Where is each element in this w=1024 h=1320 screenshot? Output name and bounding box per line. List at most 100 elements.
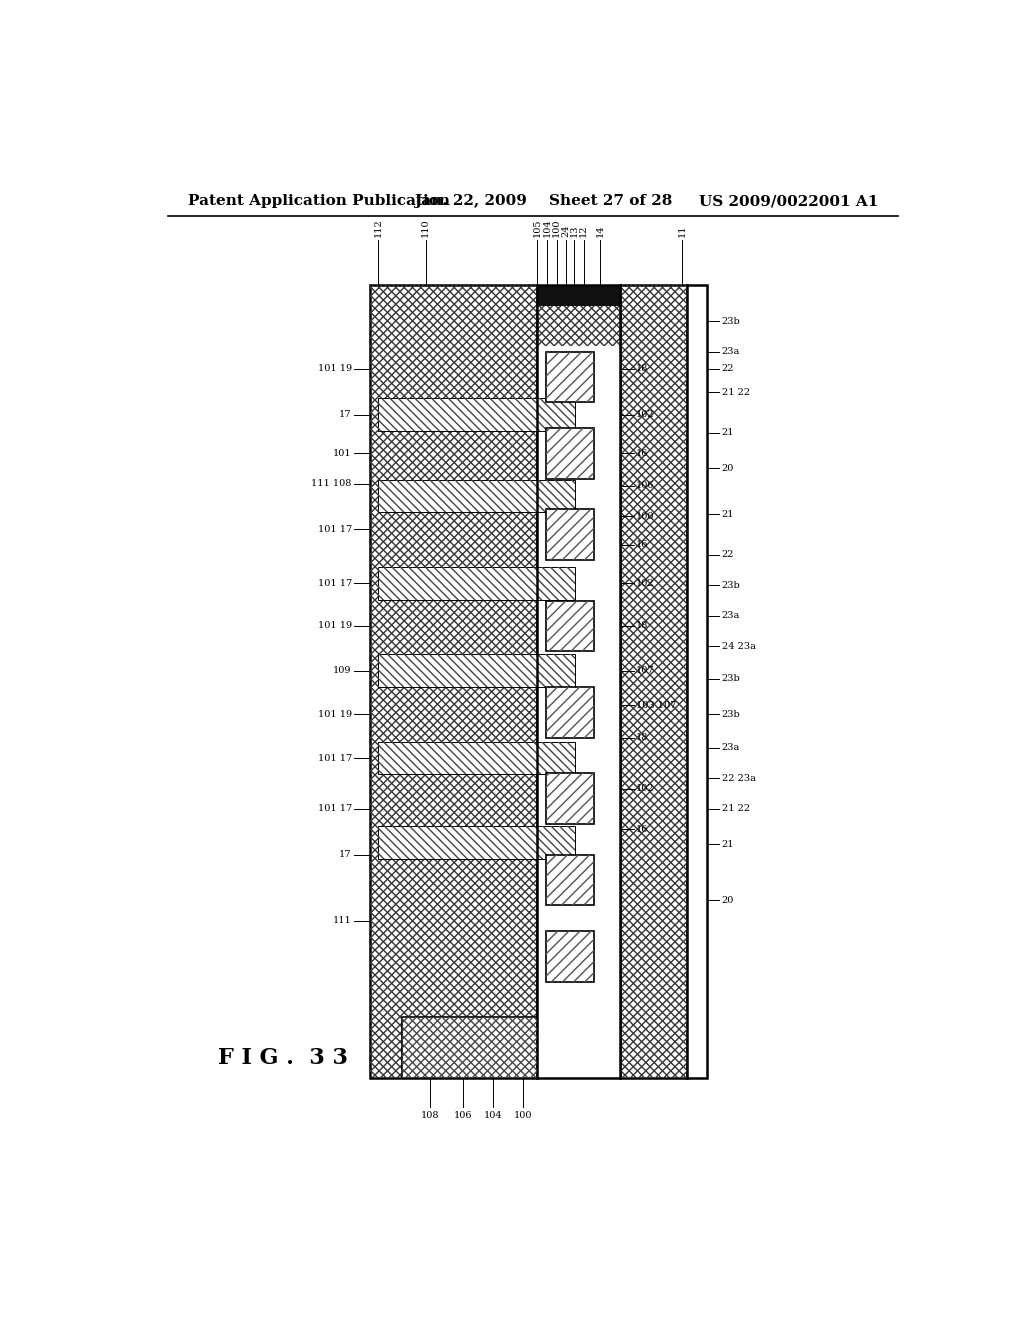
Text: 22: 22 <box>722 364 734 374</box>
Text: 111 108: 111 108 <box>311 479 352 488</box>
Text: 23a: 23a <box>722 743 740 752</box>
Text: Sheet 27 of 28: Sheet 27 of 28 <box>549 194 672 209</box>
Bar <box>378 479 574 512</box>
Text: 103 107: 103 107 <box>636 701 676 710</box>
Bar <box>378 399 574 430</box>
Text: 12: 12 <box>579 224 588 236</box>
Text: 101 17: 101 17 <box>317 525 352 533</box>
Bar <box>620 285 687 1078</box>
Text: 100: 100 <box>636 512 654 520</box>
Bar <box>378 568 574 599</box>
Bar <box>687 285 708 1078</box>
Text: 21 22: 21 22 <box>722 388 750 397</box>
Text: 18: 18 <box>636 364 648 374</box>
Text: 101 19: 101 19 <box>317 710 352 719</box>
Bar <box>620 285 687 1078</box>
Text: 21 22: 21 22 <box>722 804 750 813</box>
Bar <box>401 1018 537 1078</box>
Bar <box>546 854 594 906</box>
Bar <box>546 510 594 560</box>
Bar <box>546 774 594 824</box>
Text: 16: 16 <box>636 449 648 458</box>
Bar <box>378 479 574 512</box>
Bar <box>546 931 594 982</box>
Text: US 2009/0022001 A1: US 2009/0022001 A1 <box>699 194 879 209</box>
Bar <box>378 655 574 686</box>
Text: 21: 21 <box>722 510 734 519</box>
Bar <box>546 854 594 906</box>
Bar <box>537 285 620 1078</box>
Text: 23b: 23b <box>722 581 740 590</box>
Bar <box>537 285 620 1078</box>
Text: 18: 18 <box>636 733 648 742</box>
Text: 101: 101 <box>333 449 352 458</box>
Bar <box>370 285 537 1078</box>
Text: 105: 105 <box>534 218 542 236</box>
Text: 102: 102 <box>636 578 654 587</box>
Bar <box>537 285 620 306</box>
Text: 21: 21 <box>722 428 734 437</box>
Bar <box>546 686 594 738</box>
Text: 106: 106 <box>636 482 654 490</box>
Text: 18: 18 <box>636 622 648 631</box>
Text: 22 23a: 22 23a <box>722 774 756 783</box>
Bar <box>546 510 594 560</box>
Bar <box>378 655 574 686</box>
Text: 104: 104 <box>543 218 552 236</box>
Bar <box>378 826 574 859</box>
Text: 22: 22 <box>722 550 734 560</box>
Bar <box>378 742 574 775</box>
Text: 23b: 23b <box>722 675 740 684</box>
Text: 20: 20 <box>722 896 734 906</box>
Text: 101 17: 101 17 <box>317 578 352 587</box>
Text: 101 19: 101 19 <box>317 622 352 631</box>
Text: 101 19: 101 19 <box>317 364 352 374</box>
Bar <box>378 742 574 775</box>
Text: 107: 107 <box>636 667 654 675</box>
Text: 108: 108 <box>421 1110 439 1119</box>
Text: 21: 21 <box>722 840 734 849</box>
Text: 23a: 23a <box>722 611 740 620</box>
Bar <box>537 306 620 346</box>
Bar <box>378 826 574 859</box>
Bar <box>370 285 537 1078</box>
Bar <box>378 568 574 599</box>
Text: 101 17: 101 17 <box>317 754 352 763</box>
Text: 16: 16 <box>636 540 648 549</box>
Bar <box>546 428 594 479</box>
Text: 106: 106 <box>454 1110 472 1119</box>
Bar <box>401 1018 537 1078</box>
Text: F I G .  3 3: F I G . 3 3 <box>218 1047 348 1069</box>
Text: 101 17: 101 17 <box>317 804 352 813</box>
Bar <box>537 306 620 346</box>
Text: 102: 102 <box>636 784 654 793</box>
Text: 13: 13 <box>569 224 579 236</box>
Text: 24: 24 <box>561 224 570 236</box>
Text: 23b: 23b <box>722 710 740 719</box>
Text: 23b: 23b <box>722 317 740 326</box>
Text: 23a: 23a <box>722 347 740 356</box>
Text: 24 23a: 24 23a <box>722 642 756 651</box>
Text: 17: 17 <box>339 850 352 859</box>
Text: 104: 104 <box>483 1110 503 1119</box>
Text: Jan. 22, 2009: Jan. 22, 2009 <box>414 194 526 209</box>
Bar <box>546 686 594 738</box>
Text: 110: 110 <box>421 218 430 236</box>
Bar <box>378 399 574 430</box>
Text: 102: 102 <box>636 411 654 418</box>
Text: 20: 20 <box>722 463 734 473</box>
Text: 112: 112 <box>374 218 383 236</box>
Bar <box>546 774 594 824</box>
Text: 100: 100 <box>552 218 561 236</box>
Bar <box>546 351 594 403</box>
Text: 14: 14 <box>596 224 605 236</box>
Bar <box>546 931 594 982</box>
Bar <box>546 601 594 651</box>
Bar <box>370 285 537 1078</box>
Bar <box>546 428 594 479</box>
Text: 109: 109 <box>333 667 352 675</box>
Bar <box>401 1018 537 1078</box>
Text: 16: 16 <box>636 825 648 834</box>
Text: Patent Application Publication: Patent Application Publication <box>187 194 450 209</box>
Text: 17: 17 <box>339 411 352 418</box>
